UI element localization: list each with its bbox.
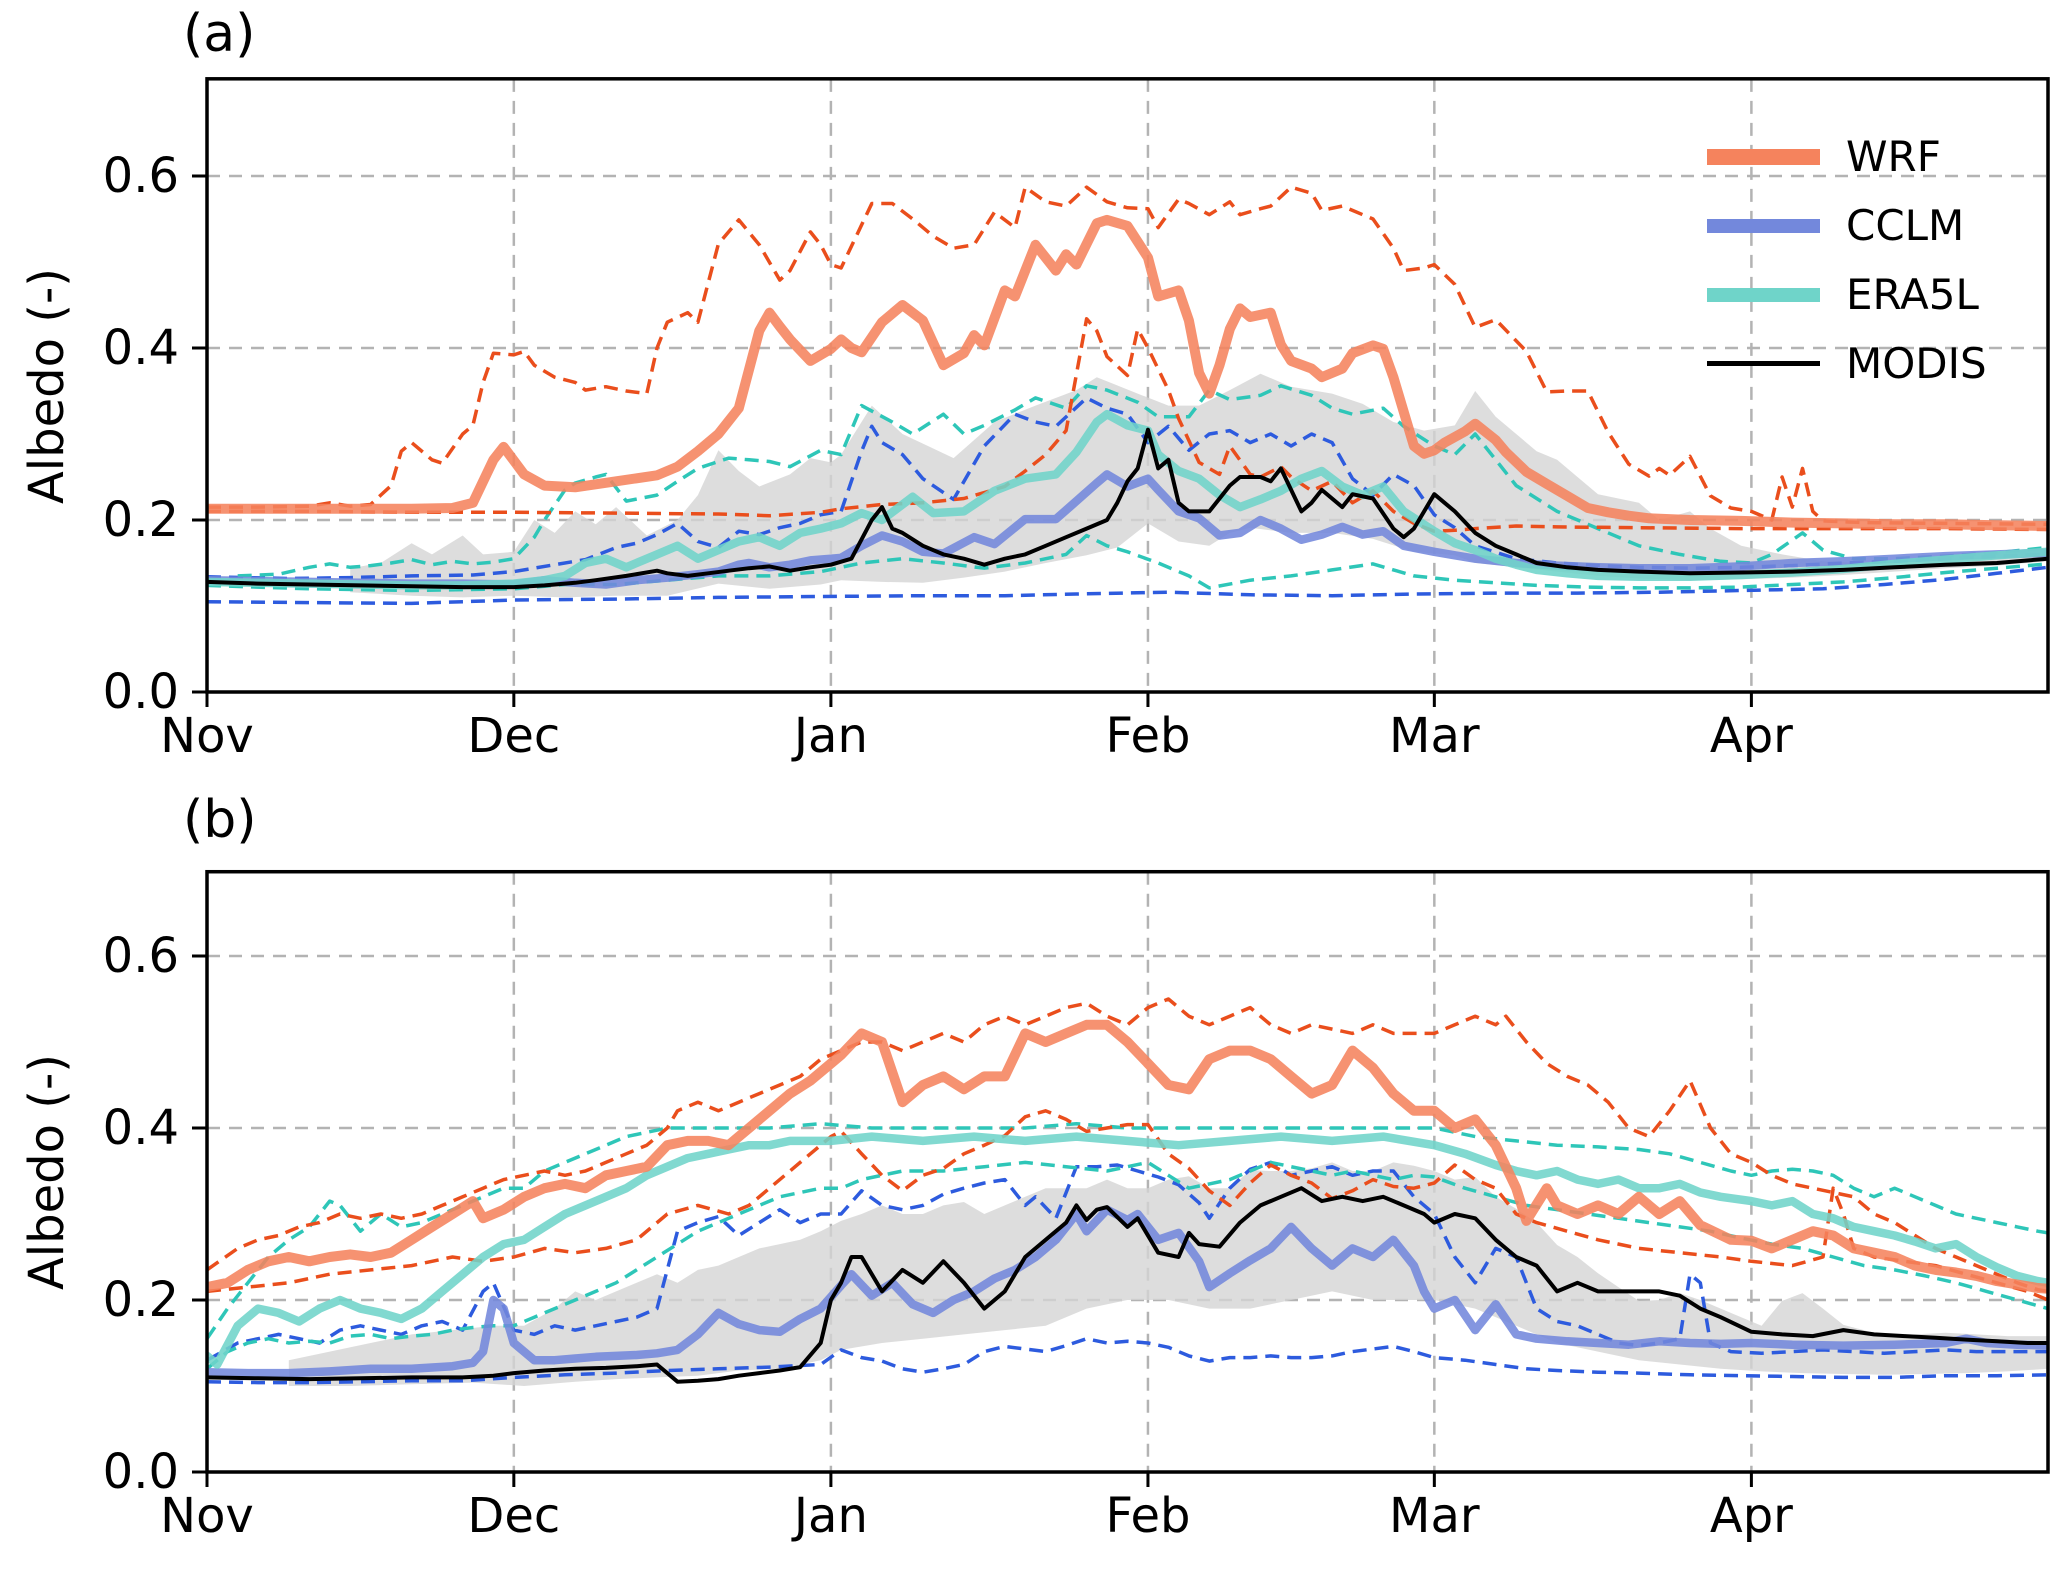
- ticks-a: [192, 174, 1753, 707]
- era5l-line-swatch: [1707, 287, 1820, 302]
- series-b-era5l-min: [207, 1160, 2048, 1371]
- tick-labels-a: Nov Dec Jan Feb Mar Apr 0.0 0.2 0.4 0.6: [103, 148, 1794, 764]
- series-a-wrf-max: [207, 185, 2048, 527]
- series-b-modis: [207, 1186, 2048, 1384]
- y-tick-label: 0.0: [103, 1444, 179, 1500]
- series-a-wrf: [207, 214, 2048, 531]
- y-tick-label: 0.6: [103, 148, 179, 204]
- series-a-era5l-max: [237, 384, 2048, 578]
- x-tick-label: Jan: [791, 1488, 868, 1544]
- x-tick-label: Nov: [160, 1488, 254, 1544]
- series-b-cclm-min: [207, 1336, 2048, 1385]
- axes-frame-a: [205, 77, 2050, 694]
- x-tick-label: Apr: [1710, 708, 1793, 764]
- x-tick-label: Apr: [1710, 1488, 1793, 1544]
- series-b-era5l-max: [207, 1121, 2048, 1340]
- series-b-wrf-min: [207, 1109, 2048, 1302]
- y-tick-label: 0.6: [103, 928, 179, 984]
- series-b-era5l: [207, 1132, 2048, 1369]
- legend-label-modis: MODIS: [1846, 338, 1987, 388]
- legend-label-era5l: ERA5L: [1846, 269, 1979, 319]
- x-tick-label: Nov: [160, 708, 254, 764]
- x-tick-label: Jan: [791, 708, 868, 764]
- x-tick-label: Mar: [1389, 1488, 1480, 1544]
- cclm-line-swatch: [1707, 218, 1820, 233]
- legend-item-cclm: CCLM: [1707, 191, 1987, 260]
- ticks-b: [192, 954, 1753, 1487]
- y-tick-label: 0.4: [103, 320, 179, 376]
- panel-b-y-axis-label: Albedo (-): [19, 1053, 75, 1291]
- series-b-wrf-max: [207, 997, 2048, 1294]
- y-tick-label: 0.2: [103, 492, 179, 548]
- legend-item-era5l: ERA5L: [1707, 260, 1987, 329]
- modis-range-band: [288, 1162, 2048, 1386]
- panel-a-y-axis-label: Albedo (-): [19, 267, 75, 505]
- legend-item-wrf: WRF: [1707, 122, 1987, 191]
- series-a-wrf-min: [207, 317, 2048, 533]
- axes-frame-b: [205, 869, 2050, 1474]
- series-a-era5l: [207, 409, 2048, 590]
- series-a-modis: [207, 427, 2048, 590]
- series-b-wrf: [207, 1019, 2048, 1294]
- x-tick-label: Mar: [1389, 708, 1480, 764]
- y-tick-label: 0.2: [103, 1272, 179, 1328]
- modis-line-swatch: [1707, 361, 1820, 366]
- legend: WRF CCLM ERA5L MODIS: [1707, 122, 1987, 398]
- legend-label-wrf: WRF: [1846, 131, 1941, 181]
- panel-a-label: (a): [183, 4, 256, 64]
- gridlines-b: [207, 871, 2048, 1472]
- panel-b: Nov Dec Jan Feb Mar Apr 0.0 0.2 0.4 0.6: [103, 869, 2050, 1544]
- y-tick-label: 0.4: [103, 1100, 179, 1156]
- legend-label-cclm: CCLM: [1846, 200, 1965, 250]
- tick-labels-b: Nov Dec Jan Feb Mar Apr 0.0 0.2 0.4 0.6: [103, 928, 1794, 1544]
- plot-area-b: [207, 997, 2048, 1386]
- series-a-cclm-min: [207, 565, 2048, 606]
- wrf-line-swatch: [1707, 148, 1820, 165]
- x-tick-label: Feb: [1105, 1488, 1190, 1544]
- panel-a: Nov Dec Jan Feb Mar Apr 0.0 0.2 0.4 0.6: [103, 77, 2050, 764]
- x-tick-label: Dec: [467, 1488, 560, 1544]
- legend-item-modis: MODIS: [1707, 329, 1987, 398]
- x-tick-label: Dec: [467, 708, 560, 764]
- panel-b-label: (b): [183, 790, 257, 850]
- x-tick-label: Feb: [1105, 708, 1190, 764]
- series-b-cclm: [207, 1205, 2048, 1378]
- plot-area-a: [207, 185, 2048, 606]
- y-tick-label: 0.0: [103, 664, 179, 720]
